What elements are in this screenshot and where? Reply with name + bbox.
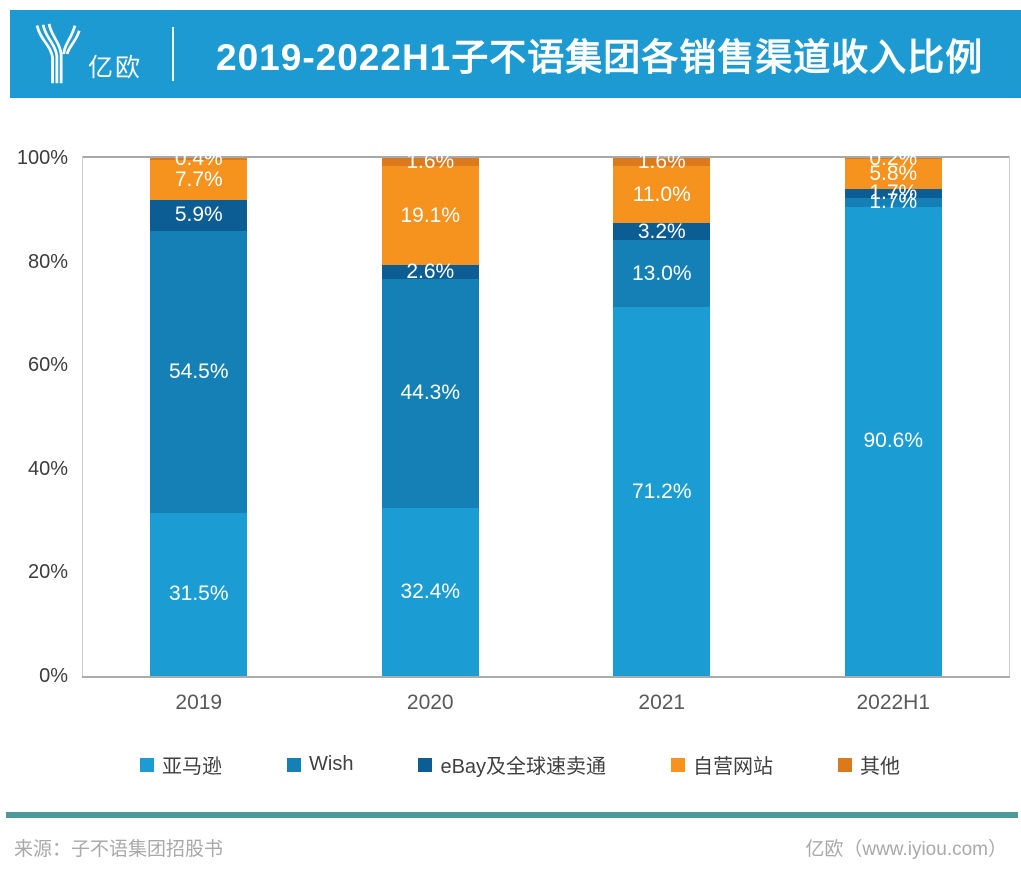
plot-border-left xyxy=(82,156,83,677)
segment-value-label: 5.8% xyxy=(869,162,918,186)
x-axis-label: 2019 xyxy=(175,691,223,714)
y-axis-label: 0% xyxy=(39,665,68,687)
bar-segment: 13.0% xyxy=(613,239,711,308)
y-axis-label: 60% xyxy=(27,354,68,377)
source-text: 来源：子不语集团招股书 xyxy=(14,839,224,860)
logo-text: 亿欧 xyxy=(88,54,143,82)
y-axis-label: 100% xyxy=(16,147,68,169)
segment-value-label: 1.6% xyxy=(406,150,455,174)
segment-value-label: 32.4% xyxy=(400,580,461,604)
bar-segment: 5.9% xyxy=(150,199,248,231)
legend-swatch-icon xyxy=(671,757,686,772)
yiou-logo-icon xyxy=(35,23,81,84)
segment-value-label: 19.1% xyxy=(400,203,461,227)
legend-label: 自营网站 xyxy=(693,756,774,778)
legend-label: Wish xyxy=(309,753,354,775)
segment-value-label: 71.2% xyxy=(631,479,692,503)
bar-segment: 1.6% xyxy=(613,150,711,173)
bar-segment: 11.0% xyxy=(613,166,711,224)
legend-item: eBay及全球速卖通 xyxy=(418,750,606,779)
legend: 亚马逊 Wish eBay及全球速卖通 自营网站 其他 xyxy=(140,750,1000,779)
segment-value-label: 13.0% xyxy=(631,261,692,285)
legend-item: 自营网站 xyxy=(671,750,773,779)
bar-segment: 1.7% xyxy=(844,181,942,204)
logo: 亿欧 xyxy=(30,23,142,85)
gridline-100pct xyxy=(82,156,1010,158)
segment-value-label: 44.3% xyxy=(400,381,461,405)
y-axis-label: 20% xyxy=(27,561,68,584)
segment-value-label: 3.2% xyxy=(637,219,686,243)
bar-segment: 1.6% xyxy=(381,150,479,173)
segment-value-label: 31.5% xyxy=(168,582,229,606)
legend-label: 亚马逊 xyxy=(162,756,222,778)
bar-segment: 7.7% xyxy=(150,160,248,200)
legend-swatch-icon xyxy=(838,757,853,772)
legend-label: eBay及全球速卖通 xyxy=(440,756,607,778)
x-axis-line xyxy=(82,676,1010,678)
x-axis-label: 2021 xyxy=(638,691,686,714)
page-title: 2019-2022H1子不语集团各销售渠道收入比例 xyxy=(216,37,984,78)
segment-value-label: 5.9% xyxy=(174,203,223,227)
segment-value-label: 0.2% xyxy=(869,146,918,170)
segment-value-label: 54.5% xyxy=(168,359,229,383)
stacked-bar-2020: 32.4% 44.3% 2.6% 19.1% 1.6% xyxy=(381,150,479,676)
segment-value-label: 2.6% xyxy=(406,259,455,283)
bar-segment: 54.5% xyxy=(150,230,248,513)
stacked-bar-2021: 71.2% 13.0% 3.2% 11.0% 1.6% xyxy=(613,150,711,676)
segment-value-label: 90.6% xyxy=(863,429,924,453)
bar-segment: 19.1% xyxy=(381,166,479,266)
bar-segment: 1.7% xyxy=(844,190,942,213)
header-banner: 亿欧 2019-2022H1子不语集团各销售渠道收入比例 xyxy=(10,10,1021,98)
legend-swatch-icon xyxy=(140,757,154,772)
stacked-bar-2019: 31.5% 54.5% 5.9% 7.7% 0.4% xyxy=(150,147,248,676)
bar-segment: 5.8% xyxy=(844,159,942,190)
plot-area: 31.5% 54.5% 5.9% 7.7% 0.4% 32.4% 44.3% 2.6% 19.1… xyxy=(83,147,1009,676)
header-divider xyxy=(172,27,175,81)
bar-segment: 3.2% xyxy=(613,220,711,243)
bar-segment: 0.2% xyxy=(844,147,942,170)
legend-label: 其他 xyxy=(860,756,901,778)
y-axis-label: 40% xyxy=(27,457,68,480)
legend-item: 亚马逊 xyxy=(140,750,222,779)
stacked-bar-2022h1: 90.6% 1.7% 1.7% 5.8% 0.2% xyxy=(844,147,942,676)
bar-segment: 44.3% xyxy=(381,278,479,509)
legend-swatch-icon xyxy=(287,757,301,772)
x-axis-label: 2022H1 xyxy=(856,691,931,714)
segment-value-label: 1.6% xyxy=(637,150,686,174)
x-axis-label: 2020 xyxy=(406,691,454,714)
legend-swatch-icon xyxy=(418,757,433,772)
bar-segment: 31.5% xyxy=(150,512,248,676)
segment-value-label: 11.0% xyxy=(632,182,691,206)
legend-item: Wish xyxy=(287,753,353,776)
plot-border-right xyxy=(1009,156,1010,677)
legend-item: 其他 xyxy=(838,750,900,779)
bar-segment: 90.6% xyxy=(844,206,942,676)
bar-segment: 2.6% xyxy=(381,260,479,283)
segment-value-label: 1.7% xyxy=(869,181,918,205)
y-axis-label: 80% xyxy=(27,250,68,273)
bar-segment: 32.4% xyxy=(381,508,479,676)
bar-segment: 0.4% xyxy=(150,147,248,170)
segment-value-label: 7.7% xyxy=(174,168,223,192)
footer-divider xyxy=(6,812,1018,818)
bar-segment: 71.2% xyxy=(613,307,711,676)
segment-value-label: 0.4% xyxy=(174,147,223,171)
segment-value-label: 1.7% xyxy=(869,190,918,214)
credit-text: 亿欧（www.iyiou.com） xyxy=(805,839,1007,860)
